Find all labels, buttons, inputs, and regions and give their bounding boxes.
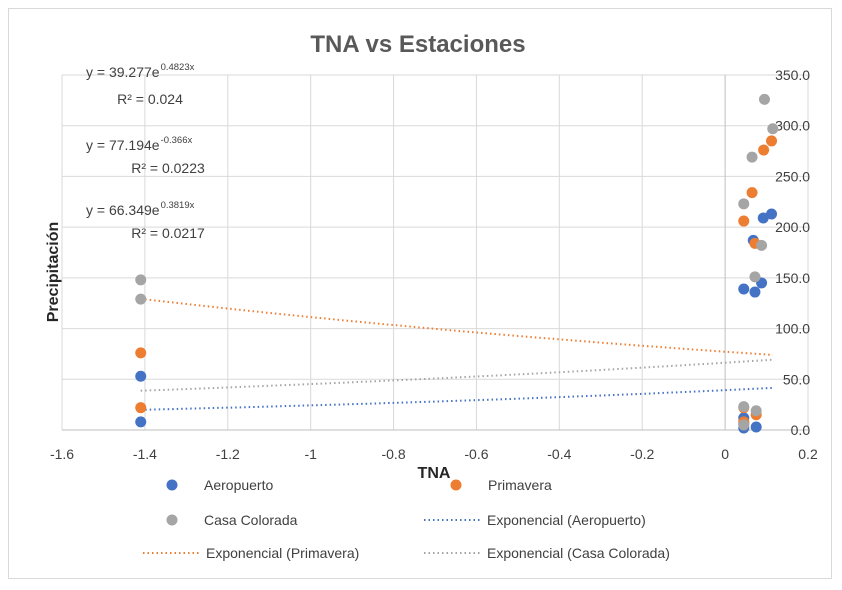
trendline-r-squared: R² = 0.0223 [131,160,205,176]
point-casa-colorada [767,123,779,135]
point-primavera [758,144,770,156]
point-casa-colorada [738,419,750,431]
trendline-equations: y = 39.277e 0.4823x R² = 0.024 y = 77.194e -… [86,62,205,241]
x-tick-labels: -1.6 -1.4 -1.2 -1 -0.8 -0.6 -0.4 -0.2 0 0.2 [50,446,818,462]
legend: Aeropuerto Primavera Casa Colorada Exponenc… [143,477,670,561]
trendline-r-squared: R² = 0.0217 [131,225,205,241]
point-casa-colorada [750,405,762,417]
x-tick-label: -1.2 [216,446,240,462]
gridlines [61,74,809,430]
y-tick-label: 200.0 [775,219,810,235]
point-aeropuerto [766,208,778,220]
trendline-primavera [140,297,773,356]
point-casa-colorada [738,401,750,413]
data-points [135,93,779,434]
point-primavera [738,215,750,227]
point-casa-colorada [758,93,770,105]
chart-frame [8,8,832,579]
y-tick-label: 0.0 [791,422,811,438]
trendlines [140,297,773,411]
x-tick-label: 0.2 [798,446,818,462]
x-tick-label: -1 [304,446,317,462]
x-tick-label: -0.6 [464,446,488,462]
y-tick-label: 100.0 [775,321,810,337]
point-casa-colorada [135,293,147,305]
legend-marker [166,479,178,491]
x-axis-title: TNA [418,465,451,482]
x-tick-label: 0 [721,446,729,462]
trendline-casa-colorada [140,358,773,392]
trendline-exponent: 0.4823x [161,62,195,73]
point-casa-colorada [135,274,147,286]
trendline-exponent: 0.3819x [161,200,195,211]
chart-title: TNA vs Estaciones [310,31,525,58]
point-aeropuerto [738,283,750,295]
x-tick-label: -1.4 [133,446,157,462]
x-tick-label: -1.6 [50,446,74,462]
x-tick-label: -0.4 [547,446,571,462]
legend-label: Aeropuerto [204,477,273,493]
legend-label: Exponencial (Aeropuerto) [487,512,646,528]
point-aeropuerto [135,370,147,382]
y-tick-label: 150.0 [775,270,810,286]
point-aeropuerto [750,421,762,433]
trendline-equation: y = 66.349e [86,202,160,218]
point-primavera [766,135,778,147]
legend-label: Exponencial (Casa Colorada) [487,545,670,561]
legend-label: Primavera [488,477,552,493]
x-tick-label: -0.8 [381,446,405,462]
trendline-r-squared: R² = 0.024 [117,91,183,107]
legend-label: Casa Colorada [204,512,298,528]
point-aeropuerto [749,286,761,298]
point-primavera [746,187,758,199]
point-primavera [135,402,147,414]
legend-marker [450,479,462,491]
point-aeropuerto [757,212,769,224]
point-casa-colorada [749,271,761,283]
legend-marker [166,514,178,526]
trendline-equation: y = 77.194e [86,137,160,153]
trendline-equation: y = 39.277e [86,64,160,80]
y-tick-label: 50.0 [783,371,810,387]
x-tick-label: -0.2 [630,446,654,462]
trendline-exponent: -0.366x [161,135,193,146]
axes [62,75,808,431]
y-tick-label: 300.0 [775,118,810,134]
y-tick-label: 250.0 [775,168,810,184]
legend-label: Exponencial (Primavera) [206,545,359,561]
point-aeropuerto [135,416,147,428]
point-casa-colorada [746,151,758,163]
y-tick-label: 350.0 [775,67,810,83]
y-tick-labels: 0.0 50.0 100.0 150.0 200.0 250.0 300.0 350.0 [775,67,810,438]
trendline-aeropuerto [140,386,773,411]
point-casa-colorada [756,239,768,251]
point-primavera [135,347,147,359]
point-casa-colorada [738,198,750,210]
y-axis-title: Precipitación [45,222,62,322]
